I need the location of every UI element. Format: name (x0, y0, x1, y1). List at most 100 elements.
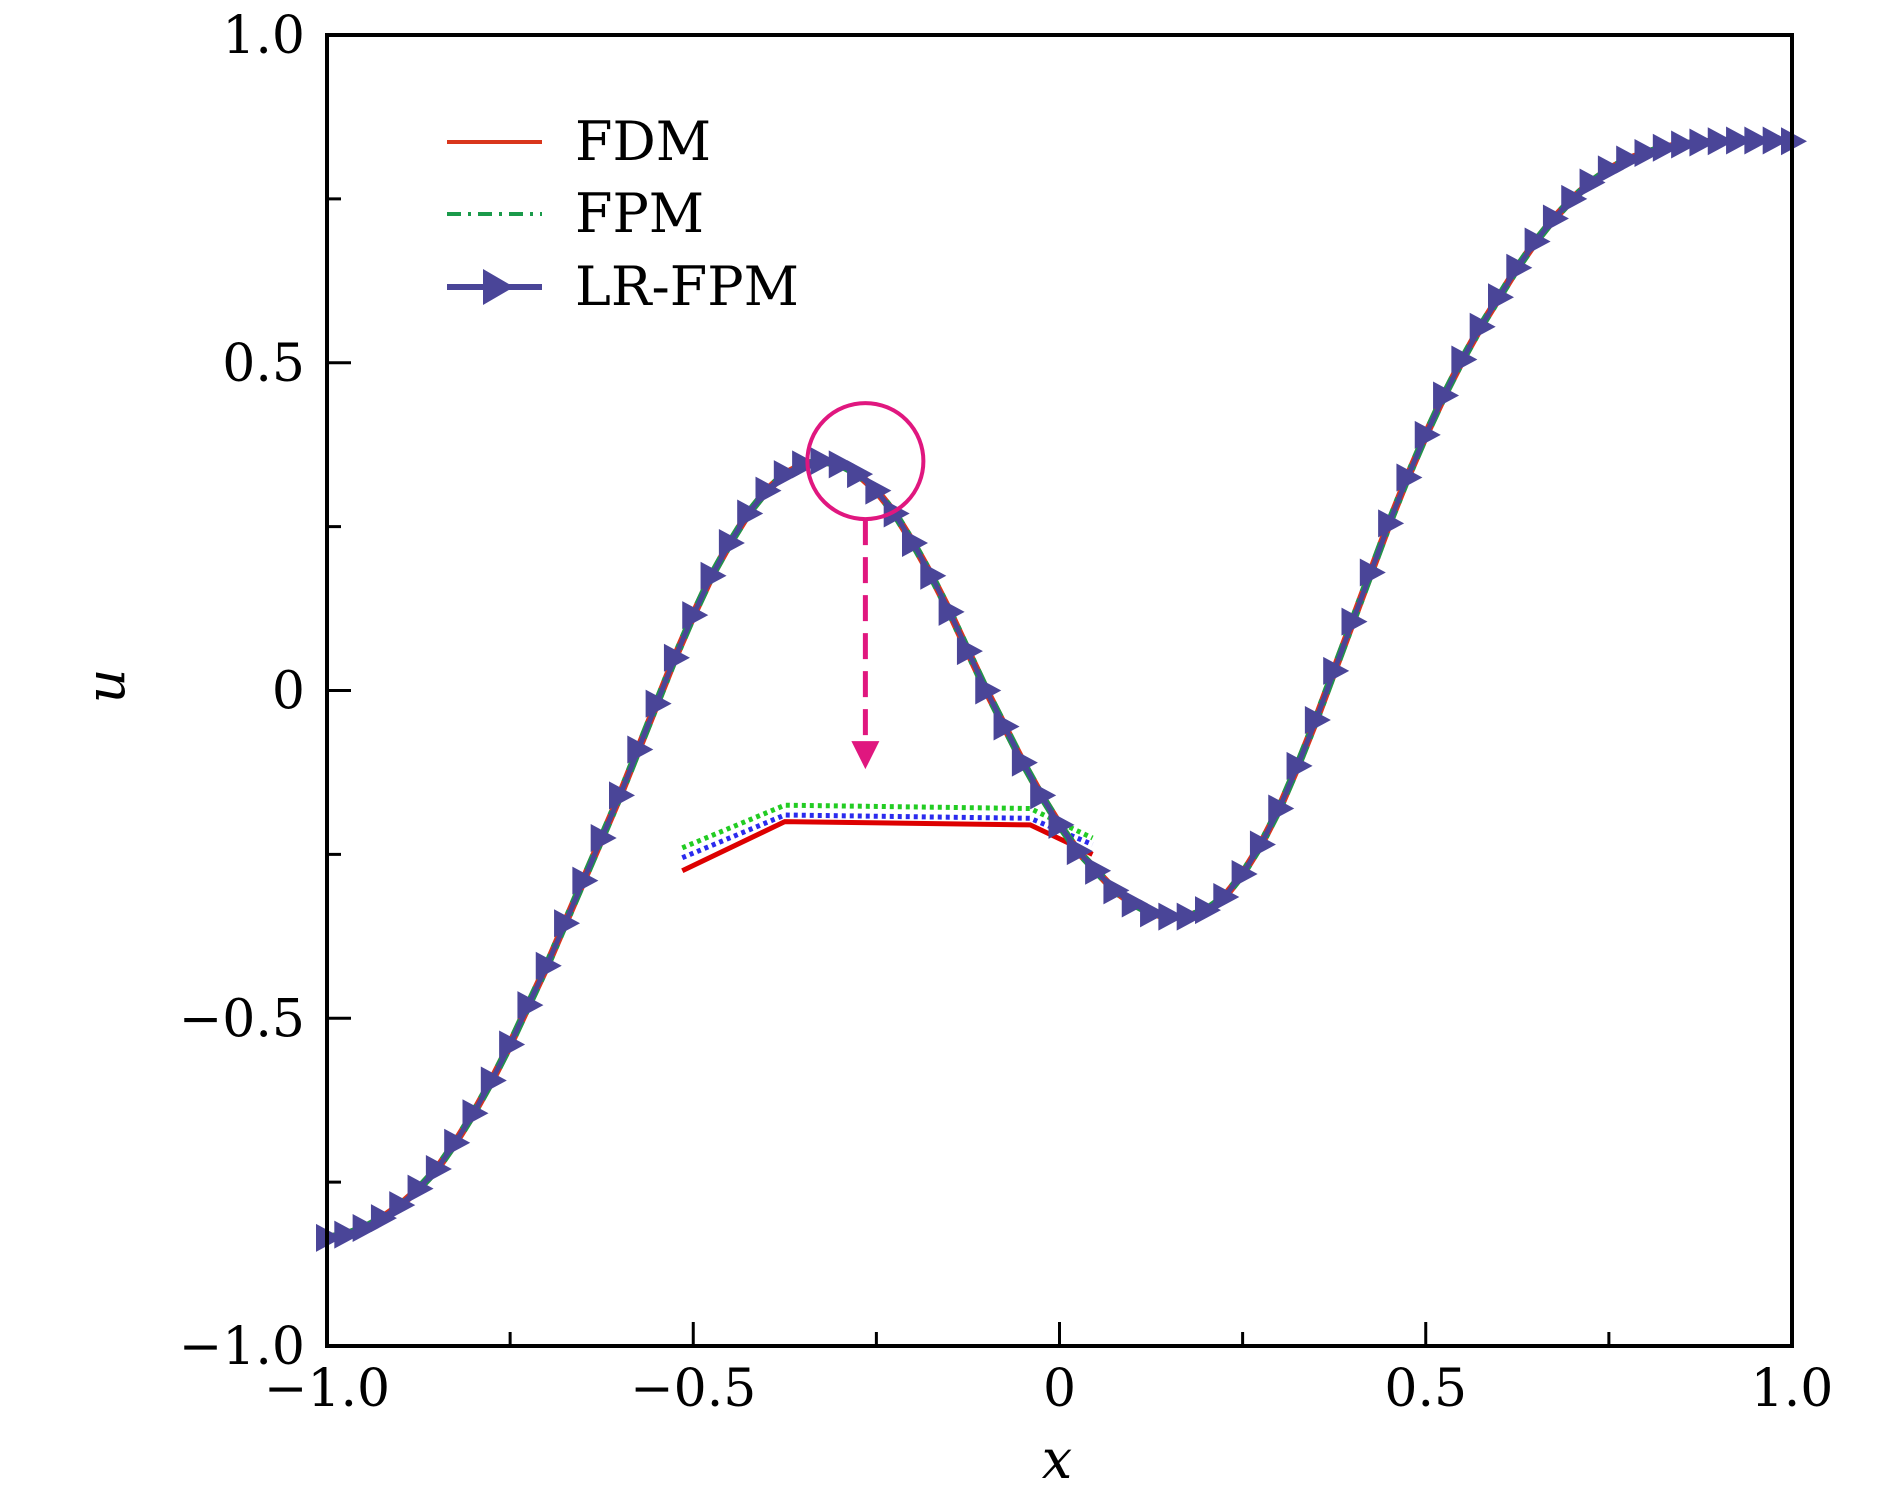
lr-fpm-marker (535, 951, 562, 980)
lr-fpm-marker (407, 1174, 434, 1203)
legend-label-lr-fpm: LR-FPM (575, 255, 799, 318)
lr-fpm-marker (718, 529, 745, 558)
lr-fpm-marker (975, 676, 1002, 705)
lr-fpm-marker (1652, 133, 1679, 162)
y-tick-label: 1.0 (222, 6, 305, 66)
lr-fpm-marker (1561, 184, 1588, 213)
lr-fpm-marker (1524, 227, 1551, 256)
lr-fpm-marker (993, 712, 1020, 741)
lr-fpm-marker (517, 991, 544, 1020)
series-line-fpm (326, 136, 1793, 1242)
plot-frame (325, 33, 1794, 1348)
x-tick-label: 0 (1043, 1359, 1076, 1419)
lr-fpm-marker (1689, 128, 1716, 157)
lr-fpm-marker (902, 529, 928, 558)
inset-line-0 (681, 819, 1094, 874)
lr-fpm-marker (1048, 810, 1075, 839)
axis-ticks: −1.0 −0.5 0 0.5 1.0 −1.0 −0.5 0 0.5 1.0 (179, 6, 1834, 1419)
x-axis-label: x (1042, 1428, 1072, 1489)
lr-fpm-marker (663, 643, 690, 672)
lr-fpm-marker (1707, 127, 1734, 156)
zoom-annotation (805, 401, 926, 770)
lr-fpm-marker (847, 460, 874, 489)
lr-fpm-marker (1066, 837, 1093, 866)
y-tick-label: 0 (272, 662, 305, 722)
lr-fpm-marker (920, 561, 947, 590)
lr-fpm-marker (572, 866, 599, 895)
lr-fpm-marker (334, 1220, 361, 1249)
lr-fpm-marker (1726, 126, 1753, 155)
y-tick-label: −1.0 (179, 1317, 305, 1377)
lr-fpm-marker (480, 1066, 507, 1095)
lr-fpm-marker (499, 1030, 526, 1059)
inset-line-1 (681, 812, 1094, 861)
lr-fpm-marker (1231, 860, 1258, 889)
lr-fpm-marker (1671, 130, 1698, 159)
lr-fpm-marker (645, 689, 672, 718)
lr-fpm-marker (1103, 876, 1130, 905)
lr-fpm-marker (444, 1128, 471, 1157)
lr-fpm-marker (792, 450, 819, 479)
x-tick-label: −1.0 (264, 1359, 390, 1419)
lr-fpm-marker (1396, 463, 1423, 492)
zoom-arrow-head (851, 741, 880, 770)
x-tick-label: 0.5 (1384, 1359, 1467, 1419)
lr-fpm-marker (938, 597, 965, 626)
lr-fpm-marker (1140, 899, 1167, 928)
series-line-lr-fpm (326, 138, 1793, 1241)
legend: FDM FPM LR-FPM (447, 110, 799, 318)
zoom-inset (681, 802, 1094, 874)
lr-fpm-marker (1213, 882, 1240, 911)
lr-fpm-marker (389, 1191, 416, 1220)
lr-fpm-marker (352, 1214, 379, 1243)
lr-fpm-marker (1286, 751, 1313, 780)
lr-fpm-marker (590, 823, 617, 852)
y-tick-label: 0.5 (222, 334, 305, 394)
lr-fpm-marker (1249, 830, 1276, 859)
lr-fpm-marker (1414, 420, 1441, 449)
lr-fpm-marker (1341, 607, 1368, 636)
lr-fpm-marker (810, 447, 837, 476)
lr-fpm-marker (1451, 345, 1478, 374)
plot-border (325, 33, 1794, 1348)
lr-fpm-marker (1359, 558, 1386, 587)
lr-fpm-marker (1762, 126, 1789, 155)
lr-fpm-marker (1304, 705, 1331, 734)
x-tick-label: 1.0 (1751, 1359, 1834, 1419)
inset-line-2 (681, 802, 1094, 851)
lr-fpm-marker (1634, 138, 1661, 167)
legend-marker-lr-fpm (483, 269, 514, 305)
lr-fpm-marker (1506, 253, 1533, 282)
lr-fpm-marker (554, 909, 581, 938)
lr-fpm-marker (773, 460, 800, 489)
lr-fpm-marker (1085, 856, 1112, 885)
lr-fpm-marker (462, 1099, 489, 1128)
x-tick-label: −0.5 (630, 1359, 756, 1419)
lr-fpm-marker (1011, 748, 1038, 777)
lr-fpm-marker (1469, 312, 1496, 341)
lr-fpm-marker (1579, 168, 1606, 197)
lr-fpm-marker (865, 476, 892, 505)
lr-fpm-marker (425, 1155, 452, 1184)
lr-fpm-marker (1433, 381, 1460, 410)
lr-fpm-marker (1176, 902, 1203, 931)
series-layer (316, 126, 1807, 1252)
lr-fpm-marker (682, 601, 709, 630)
lr-fpm-marker (1378, 509, 1405, 538)
lr-fpm-marker (1542, 204, 1569, 233)
lr-fpm-marker (956, 637, 983, 666)
lr-fpm-marker (883, 499, 910, 528)
lr-fpm-marker (1268, 794, 1295, 823)
legend-label-fdm: FDM (575, 110, 711, 173)
lr-fpm-marker (700, 561, 727, 590)
series-line-fdm (326, 136, 1793, 1242)
lr-fpm-marker (1323, 656, 1350, 685)
lr-fpm-marker (1195, 896, 1221, 925)
lr-fpm-marker (737, 499, 764, 528)
lr-fpm-marker (627, 735, 654, 764)
lr-fpm-marker (1158, 902, 1185, 931)
lr-fpm-marker (370, 1204, 397, 1233)
lr-fpm-marker (1488, 283, 1514, 312)
lr-fpm-marker (1597, 155, 1624, 184)
